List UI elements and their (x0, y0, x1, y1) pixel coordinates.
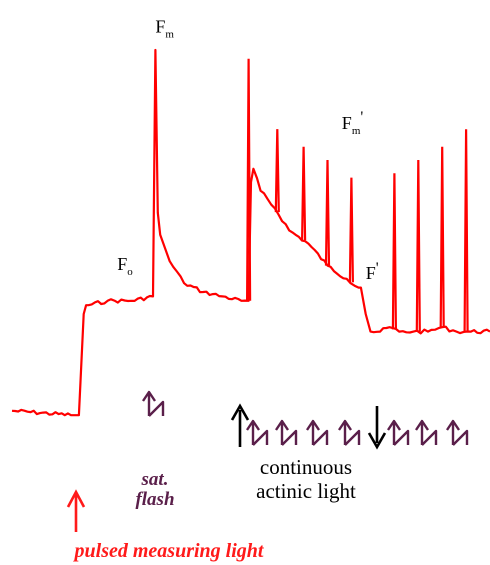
sat-flash-symbol-3 (275, 419, 298, 446)
sat-flash-symbol-7 (415, 419, 438, 446)
sat-flash-symbol-8 (446, 419, 469, 446)
sat-flash-symbol-6 (387, 419, 410, 446)
flash-spike-6 (391, 173, 397, 330)
flash-spike-2 (274, 129, 280, 213)
actinic-light-label-line2: actinic light (256, 479, 356, 503)
sat-flash-label-line1: sat. (141, 469, 169, 490)
flash-spike-7 (415, 159, 421, 332)
sat-flash-symbol-5 (338, 419, 361, 446)
flash-spike-4 (324, 159, 331, 266)
point-label-3: Fm' (342, 109, 364, 137)
flash-spike-9 (463, 129, 469, 332)
actinic-light-label-line1: continuous (260, 455, 352, 479)
point-label-1: Fo (117, 254, 133, 278)
point-label-4: F' (366, 260, 379, 283)
sat-flash-symbol-4 (306, 419, 329, 446)
flash-spike-1 (246, 58, 252, 301)
sat-flash-label-line2: flash (135, 489, 174, 510)
measuring-light-arrow (66, 489, 86, 532)
point-labels: Fo Fm Fm' F' (117, 16, 379, 282)
sat-flash-symbol-2 (246, 419, 269, 446)
measuring-light-label: pulsed measuring light (73, 540, 265, 562)
point-label-2: Fm (155, 16, 174, 40)
flash-spike-8 (439, 146, 445, 328)
flash-spike-3 (301, 146, 307, 241)
event-markers (66, 390, 469, 532)
actinic-off-arrow (367, 406, 387, 450)
plot-area (11, 48, 490, 417)
flash-spike-5 (348, 177, 354, 283)
sat-flash-symbol-1 (142, 390, 165, 417)
actinic-on-arrow (230, 403, 250, 447)
